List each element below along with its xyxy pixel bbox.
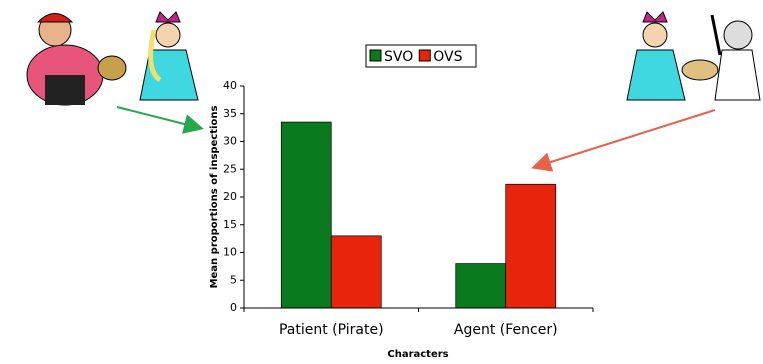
y-axis-label: Mean proportions of inspections bbox=[209, 106, 220, 289]
x-tick-label: Agent (Fencer) bbox=[454, 322, 558, 338]
y-tick-label: 10 bbox=[223, 246, 237, 259]
arrow bbox=[117, 107, 200, 128]
legend-swatch bbox=[419, 50, 430, 61]
princess-illustration-right bbox=[627, 12, 718, 100]
y-tick-label: 15 bbox=[223, 218, 237, 231]
legend-label: OVS bbox=[433, 49, 462, 65]
y-tick-label: 0 bbox=[230, 301, 237, 314]
princess-illustration bbox=[140, 12, 198, 100]
pirate-illustration bbox=[27, 14, 126, 106]
y-tick-label: 40 bbox=[223, 79, 237, 92]
x-tick-label: Patient (Pirate) bbox=[279, 322, 384, 338]
x-axis-label: Characters bbox=[387, 349, 448, 360]
y-tick-label: 5 bbox=[230, 273, 237, 286]
bar bbox=[456, 264, 506, 308]
arrow bbox=[535, 110, 715, 167]
y-tick-label: 35 bbox=[223, 107, 237, 120]
y-tick-label: 30 bbox=[223, 135, 237, 148]
y-tick-label: 25 bbox=[223, 162, 237, 175]
y-tick-label: 20 bbox=[223, 190, 237, 203]
bar bbox=[281, 122, 331, 308]
chart: Mean proportions of inspections Characte… bbox=[0, 0, 763, 364]
bar bbox=[506, 184, 556, 308]
bar bbox=[331, 236, 381, 308]
fencer-illustration bbox=[712, 15, 760, 100]
legend-label: SVO bbox=[384, 49, 413, 65]
legend-swatch bbox=[370, 50, 381, 61]
